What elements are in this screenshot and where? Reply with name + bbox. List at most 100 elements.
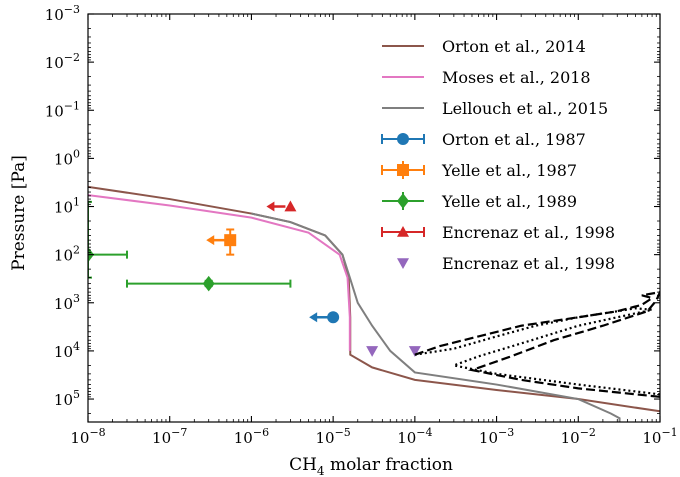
x-tick-label-exp: −5 xyxy=(335,426,351,439)
legend-label: Orton et al., 2014 xyxy=(442,37,586,56)
series-3-point-0-arrow-head xyxy=(309,312,318,323)
y-tick-label-base: 10 xyxy=(54,391,73,409)
series-5-point-1-marker xyxy=(202,275,215,292)
legend-marker xyxy=(397,164,409,176)
plot-area xyxy=(88,185,660,422)
y-tick-label-base: 10 xyxy=(45,54,64,72)
x-tick-label-exp: −2 xyxy=(580,426,596,439)
x-axis-label: CH4 molar fraction xyxy=(289,455,453,477)
legend-label: Encrenaz et al., 1998 xyxy=(442,254,615,273)
x-tick-label-exp: −3 xyxy=(498,426,514,439)
series-line-2 xyxy=(251,212,621,422)
y-tick-label: 103 xyxy=(54,292,80,313)
y-tick-label-base: 10 xyxy=(54,199,73,217)
legend-marker xyxy=(397,133,409,145)
x-tick-label: 10−1 xyxy=(642,426,677,447)
series-line-9 xyxy=(414,307,660,396)
legend-entry-1: Moses et al., 2018 xyxy=(382,68,591,87)
x-tick-label-base: 10 xyxy=(315,429,334,447)
series-4-point-0-arrow-head xyxy=(206,235,215,246)
series-4 xyxy=(206,228,237,256)
x-axis-label-sub: 4 xyxy=(317,464,325,477)
y-tick-label-exp: 2 xyxy=(73,244,80,257)
legend-box xyxy=(374,26,646,280)
legend-marker xyxy=(397,193,409,209)
legend-label: Lellouch et al., 2015 xyxy=(442,99,608,118)
y-tick-label: 105 xyxy=(54,388,80,409)
x-tick-label-base: 10 xyxy=(479,429,498,447)
legend-entry-6: Encrenaz et al., 1998 xyxy=(381,223,615,242)
legend-label: Encrenaz et al., 1998 xyxy=(442,223,615,242)
x-tick-label-base: 10 xyxy=(642,429,661,447)
x-tick-label: 10−8 xyxy=(70,426,105,447)
series-line-8 xyxy=(414,290,660,398)
legend-label: Orton et al., 1987 xyxy=(442,130,586,149)
y-tick-label-base: 10 xyxy=(45,102,64,120)
y-tick-label-exp: −1 xyxy=(64,99,80,112)
x-axis-label-rest: molar fraction xyxy=(325,455,453,475)
series-2 xyxy=(251,212,621,422)
y-tick-label-exp: 4 xyxy=(73,340,80,353)
y-axis-label: Pressure [Pa] xyxy=(9,155,29,271)
legend-entry-2: Lellouch et al., 2015 xyxy=(382,99,608,118)
series-6 xyxy=(266,200,297,212)
x-axis-label-main: CH xyxy=(289,455,317,475)
y-tick-label-base: 10 xyxy=(54,150,73,168)
legend-entry-3: Orton et al., 1987 xyxy=(381,130,586,149)
y-tick-label-base: 10 xyxy=(54,295,73,313)
series-3 xyxy=(309,311,340,324)
y-tick-label: 102 xyxy=(54,244,80,265)
series-4-point-0-marker xyxy=(224,234,237,247)
x-tick-label-exp: −6 xyxy=(253,426,269,439)
y-tick-label-base: 10 xyxy=(54,247,73,265)
legend-label: Yelle et al., 1987 xyxy=(441,161,577,180)
series-8 xyxy=(414,290,660,398)
y-tick-label: 104 xyxy=(54,340,80,361)
plot-frame xyxy=(87,13,661,423)
x-tick-label-base: 10 xyxy=(397,429,416,447)
y-tick-label-exp: 5 xyxy=(73,388,80,401)
legend-marker xyxy=(397,258,409,269)
series-1 xyxy=(88,194,351,351)
x-tick-label: 10−7 xyxy=(152,426,187,447)
series-9 xyxy=(414,307,660,396)
x-tick-label: 10−3 xyxy=(479,426,514,447)
y-tick-label: 10−1 xyxy=(45,99,80,120)
y-tick-label: 10−3 xyxy=(45,3,80,24)
series-6-point-0-marker xyxy=(284,200,297,212)
series-7-point-0-marker xyxy=(366,346,379,357)
legend-label: Yelle et al., 1989 xyxy=(441,192,577,211)
y-tick-label-base: 10 xyxy=(45,6,64,24)
y-tick-label-exp: 3 xyxy=(73,292,80,305)
y-tick-label: 100 xyxy=(54,147,80,168)
y-tick-label-exp: 0 xyxy=(73,147,80,160)
legend-label: Moses et al., 2018 xyxy=(442,68,591,87)
legend: Orton et al., 2014 Moses et al., 2018 Lell… xyxy=(374,26,646,280)
x-tick-label: 10−4 xyxy=(397,426,432,447)
x-tick-label: 10−2 xyxy=(561,426,596,447)
series-3-point-0-marker xyxy=(327,311,340,324)
y-tick-label: 10−2 xyxy=(45,51,80,72)
x-tick-label-base: 10 xyxy=(234,429,253,447)
y-tick-label-base: 10 xyxy=(54,343,73,361)
legend-entry-7: Encrenaz et al., 1998 xyxy=(397,254,615,273)
x-tick-label-base: 10 xyxy=(152,429,171,447)
legend-entry-0: Orton et al., 2014 xyxy=(382,37,586,56)
x-tick-label-exp: −4 xyxy=(416,426,432,439)
series-7 xyxy=(366,346,421,357)
x-tick-label: 10−5 xyxy=(315,426,350,447)
series-5 xyxy=(88,200,292,292)
x-tick-label-base: 10 xyxy=(70,429,89,447)
axes: 10−8 10−7 10−6 10−5 10−4 10−3 10−2 10−110−310−2… xyxy=(45,3,678,447)
x-tick-label-exp: −1 xyxy=(661,426,677,439)
series-7-point-1-marker xyxy=(408,346,421,357)
y-tick-label: 101 xyxy=(54,196,80,217)
legend-marker xyxy=(397,226,409,237)
legend-entry-5: Yelle et al., 1989 xyxy=(382,192,577,211)
series-6-point-0-arrow-head xyxy=(266,201,275,212)
y-tick-label-exp: −2 xyxy=(64,51,80,64)
x-tick-label-exp: −8 xyxy=(89,426,105,439)
x-tick-label-exp: −7 xyxy=(171,426,187,439)
x-tick-label-base: 10 xyxy=(561,429,580,447)
